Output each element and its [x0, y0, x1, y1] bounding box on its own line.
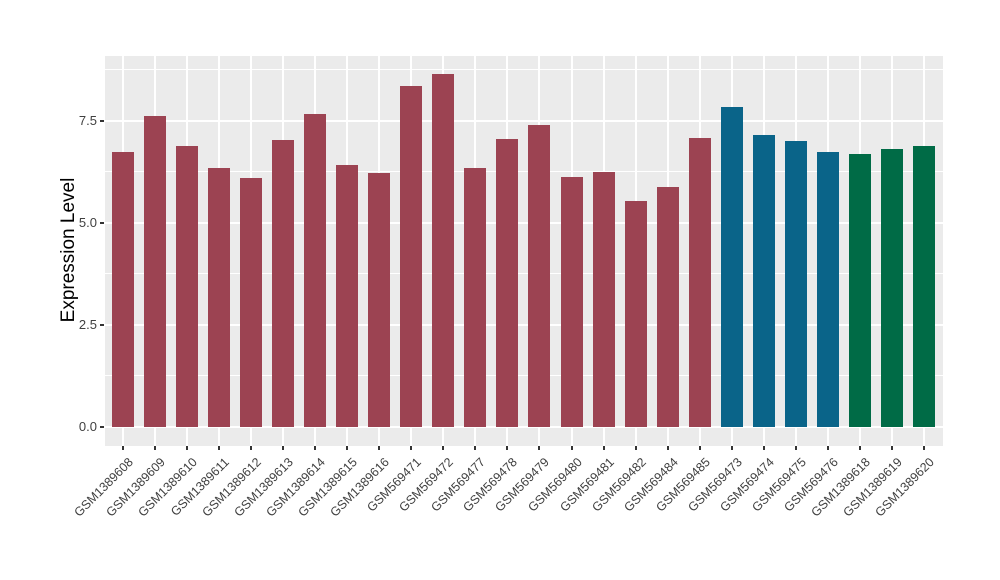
minor-gridline: [105, 68, 943, 70]
x-tick-mark: [378, 446, 381, 450]
x-tick-mark: [249, 446, 252, 450]
bar-GSM1389615: [336, 165, 359, 427]
y-tick-label: 0.0: [78, 419, 97, 435]
y-axis-title: Expression Level: [58, 177, 79, 323]
x-tick-mark: [762, 446, 765, 450]
bar-GSM569479: [528, 125, 551, 427]
y-tick-mark: [100, 119, 104, 122]
bar-GSM1389613: [272, 139, 294, 427]
x-tick-mark: [538, 446, 541, 450]
x-tick-mark: [666, 446, 669, 450]
x-tick-mark: [827, 446, 830, 450]
x-tick-mark: [217, 446, 220, 450]
bar-GSM1389614: [304, 113, 327, 427]
bar-GSM1389620: [913, 145, 936, 427]
x-tick-mark: [634, 446, 637, 450]
major-gridline: [105, 221, 943, 224]
major-gridline: [105, 425, 943, 428]
x-tick-mark: [185, 446, 188, 450]
major-gridline: [105, 119, 943, 122]
x-tick-mark: [346, 446, 349, 450]
plot-panel: [105, 56, 943, 446]
y-tick-label: 2.5: [78, 317, 97, 333]
x-tick-mark: [282, 446, 284, 450]
bar-GSM1389609: [143, 115, 166, 427]
bar-GSM569480: [560, 177, 583, 427]
bar-GSM569473: [720, 106, 743, 427]
y-tick-mark: [100, 425, 104, 428]
major-gridline: [105, 323, 943, 326]
x-tick-mark: [153, 446, 156, 450]
x-tick-mark: [859, 446, 862, 450]
x-tick-mark: [121, 446, 124, 450]
y-tick-label: 7.5: [78, 113, 97, 129]
bar-GSM1389610: [175, 145, 198, 427]
x-tick-mark: [923, 446, 926, 450]
bar-GSM569478: [496, 139, 519, 427]
bar-GSM569477: [464, 168, 487, 427]
bar-GSM569471: [400, 86, 423, 427]
y-tick-mark: [100, 221, 104, 224]
bar-GSM1389618: [849, 154, 872, 427]
bar-GSM569484: [656, 187, 679, 427]
x-tick-mark: [730, 446, 733, 450]
bar-GSM569475: [784, 140, 807, 427]
y-tick-label: 5.0: [78, 215, 97, 231]
x-tick-mark: [410, 446, 413, 450]
x-tick-mark: [314, 446, 317, 450]
x-tick-mark: [442, 446, 445, 450]
bar-GSM1389612: [239, 177, 262, 427]
x-tick-mark: [474, 446, 477, 450]
minor-gridline: [105, 171, 943, 173]
x-tick-mark: [506, 446, 509, 450]
x-tick-mark: [570, 446, 573, 450]
minor-gridline: [105, 273, 943, 275]
bar-GSM1389608: [111, 151, 134, 427]
bar-GSM1389619: [881, 148, 904, 427]
x-tick-mark: [891, 446, 894, 450]
bar-GSM569476: [817, 152, 840, 427]
x-tick-mark: [794, 446, 797, 450]
bar-GSM1389611: [207, 168, 230, 427]
x-tick-mark: [602, 446, 605, 450]
bar-GSM569481: [592, 172, 615, 427]
bar-GSM569474: [752, 134, 775, 427]
bar-GSM1389616: [368, 173, 391, 427]
minor-gridline: [105, 375, 943, 377]
y-tick-mark: [100, 323, 104, 326]
x-tick-mark: [698, 446, 701, 450]
bar-GSM569472: [432, 73, 455, 427]
bar-GSM569485: [688, 138, 711, 427]
bar-GSM569482: [624, 200, 647, 427]
